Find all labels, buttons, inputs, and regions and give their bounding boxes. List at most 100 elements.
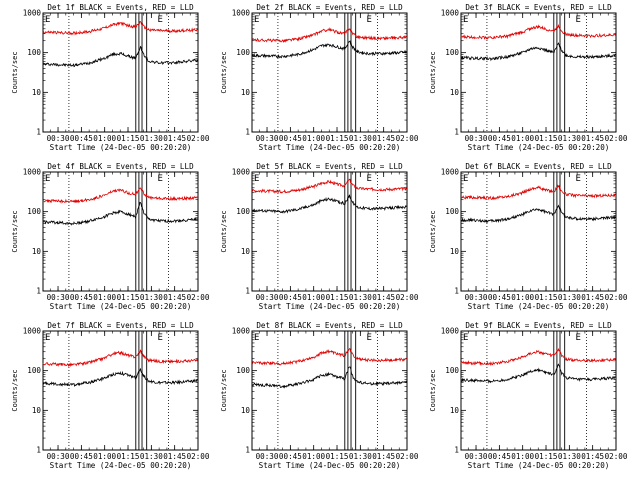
corner-label-left: E: [463, 333, 468, 343]
plot-title: Det 3f BLACK = Events, RED = LLD: [465, 3, 612, 12]
lld-series-line: [460, 184, 616, 201]
y-tick-label: 1: [245, 128, 250, 137]
y-tick-label: 1000: [23, 327, 42, 336]
x-tick-label: 01:30: [349, 452, 372, 461]
events-series-line: [460, 42, 616, 62]
x-tick-label: 01:30: [140, 452, 163, 461]
y-tick-label: 10: [241, 406, 251, 415]
y-tick-label: 1000: [232, 327, 251, 336]
x-axis-label: Start Time (24-Dec-05 00:20:20): [50, 143, 192, 152]
events-series-line: [42, 368, 198, 388]
x-tick-label: 00:45: [488, 134, 511, 143]
x-tick-label: 01:30: [140, 134, 163, 143]
x-tick-label: 00:30: [47, 134, 70, 143]
plot-title: Det 7f BLACK = Events, RED = LLD: [47, 321, 194, 330]
y-tick-label: 100: [27, 48, 41, 57]
y-tick-label: 1000: [441, 168, 460, 177]
x-tick-label: 01:15: [535, 293, 558, 302]
corner-label-left: E: [463, 174, 468, 184]
y-tick-label: 1: [245, 446, 250, 455]
events-series-line: [251, 194, 407, 214]
x-tick-label: 01:15: [326, 134, 349, 143]
corner-label-left: E: [45, 174, 50, 184]
x-tick-label: 00:30: [47, 452, 70, 461]
x-tick-label: 00:45: [70, 293, 93, 302]
x-axis-label: Start Time (24-Dec-05 00:20:20): [50, 461, 192, 470]
y-tick-label: 10: [241, 247, 251, 256]
plot-title: Det 6f BLACK = Events, RED = LLD: [465, 162, 612, 171]
x-tick-label: 02:00: [187, 293, 210, 302]
x-tick-label: 01:00: [93, 452, 116, 461]
x-tick-label: 01:30: [349, 134, 372, 143]
plot-frame: [42, 330, 199, 451]
y-tick-label: 10: [32, 247, 42, 256]
y-tick-label: 100: [445, 207, 459, 216]
x-tick-label: 01:00: [302, 452, 325, 461]
x-tick-label: 00:45: [279, 293, 302, 302]
corner-label-left: E: [254, 174, 259, 184]
corner-label-right: E: [157, 15, 162, 25]
x-axis-label: Start Time (24-Dec-05 00:20:20): [259, 143, 401, 152]
x-tick-label: 01:45: [581, 452, 604, 461]
corner-label-left: E: [45, 333, 50, 343]
x-tick-label: 00:30: [47, 293, 70, 302]
x-tick-label: 02:00: [396, 134, 419, 143]
x-tick-label: 02:00: [396, 293, 419, 302]
x-tick-label: 01:15: [117, 134, 140, 143]
lld-series-line: [460, 347, 616, 366]
x-tick-label: 01:15: [326, 293, 349, 302]
x-tick-label: 02:00: [187, 452, 210, 461]
x-tick-label: 01:30: [558, 293, 581, 302]
plot-frame: [460, 171, 617, 292]
events-series-line: [251, 366, 407, 389]
x-tick-label: 01:45: [581, 293, 604, 302]
detector-plot-9: Det 9f BLACK = Events, RED = LLD 1 10 100 10…: [429, 321, 628, 470]
x-tick-label: 00:45: [279, 452, 302, 461]
events-series-line: [42, 45, 198, 68]
x-tick-label: 01:00: [93, 293, 116, 302]
y-tick-label: 10: [241, 88, 251, 97]
events-series-line: [42, 201, 198, 226]
x-tick-label: 00:30: [465, 134, 488, 143]
x-axis-label: Start Time (24-Dec-05 00:20:20): [468, 461, 610, 470]
x-tick-label: 00:45: [488, 293, 511, 302]
plot-title: Det 1f BLACK = Events, RED = LLD: [47, 3, 194, 12]
plot-title: Det 4f BLACK = Events, RED = LLD: [47, 162, 194, 171]
x-tick-label: 01:15: [117, 293, 140, 302]
x-tick-label: 01:00: [302, 134, 325, 143]
x-tick-label: 01:30: [349, 293, 372, 302]
y-tick-label: 10: [450, 247, 460, 256]
y-tick-label: 1000: [232, 168, 251, 177]
x-tick-label: 01:15: [535, 452, 558, 461]
plot-title: Det 9f BLACK = Events, RED = LLD: [465, 321, 612, 330]
y-tick-label: 1000: [23, 9, 42, 18]
plot-frame: [251, 330, 408, 451]
lld-series-line: [252, 348, 407, 366]
y-tick-label: 100: [445, 366, 459, 375]
lld-series-line: [252, 178, 407, 194]
x-tick-label: 01:45: [581, 134, 604, 143]
y-tick-label: 10: [32, 88, 42, 97]
detector-plot-3: Det 3f BLACK = Events, RED = LLD 1 10 100 10…: [429, 3, 628, 152]
corner-label-left: E: [45, 15, 50, 25]
corner-label-right: E: [366, 15, 371, 25]
plot-title: Det 8f BLACK = Events, RED = LLD: [256, 321, 403, 330]
x-tick-label: 02:00: [187, 134, 210, 143]
y-axis-label: Counts/sec: [220, 210, 228, 252]
x-tick-label: 01:45: [163, 134, 186, 143]
corner-label-left: E: [254, 15, 259, 25]
corner-label-left: E: [463, 15, 468, 25]
x-axis-label: Start Time (24-Dec-05 00:20:20): [50, 302, 192, 311]
corner-label-right: E: [366, 174, 371, 184]
corner-label-right: E: [575, 15, 580, 25]
lld-series-line: [42, 21, 198, 36]
y-tick-label: 10: [32, 406, 42, 415]
y-tick-label: 1000: [232, 9, 251, 18]
lld-series-line: [42, 187, 198, 204]
x-tick-label: 00:45: [488, 452, 511, 461]
y-tick-label: 1: [454, 287, 459, 296]
x-tick-label: 02:00: [605, 134, 628, 143]
y-tick-label: 100: [236, 48, 250, 57]
corner-label-right: E: [575, 174, 580, 184]
